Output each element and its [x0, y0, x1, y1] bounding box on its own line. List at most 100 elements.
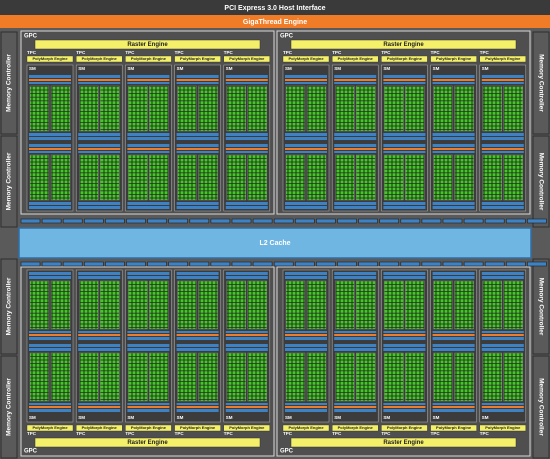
memory-controller	[0, 258, 18, 355]
polymorph-engine	[174, 55, 221, 63]
core-grid	[503, 352, 523, 402]
sm-bar	[383, 148, 426, 150]
sm-bar	[432, 331, 475, 333]
sm-bar	[285, 409, 327, 412]
sm-bar	[225, 133, 268, 136]
tpc-label: TPC	[224, 431, 234, 436]
bus-segment	[126, 218, 146, 224]
polymorph-engine-label: PolyMorph Engine	[387, 425, 423, 430]
sm-bar	[225, 82, 268, 84]
core-grid	[50, 85, 71, 132]
core-grid	[198, 280, 218, 330]
bus-segment	[379, 261, 400, 267]
sm-bar	[383, 409, 426, 412]
sm-bar	[383, 75, 426, 78]
raster-engine	[290, 39, 517, 50]
sm-bar	[176, 202, 219, 205]
bus-segment	[273, 261, 294, 267]
sm-bar	[176, 331, 219, 333]
sm-bar	[29, 79, 71, 81]
core-grid	[482, 85, 502, 132]
bus-segment	[527, 218, 547, 224]
sm-bar	[127, 334, 170, 336]
sm-label: SM	[285, 66, 292, 71]
bus-segment	[147, 261, 167, 267]
polymorph-engine-label: PolyMorph Engine	[229, 56, 265, 61]
memory-controller-label: Memory Controller	[537, 54, 544, 112]
core-grid	[149, 154, 169, 201]
sm-bar	[225, 137, 268, 140]
core-grid	[335, 85, 355, 132]
core-grid	[405, 85, 425, 132]
core-grid	[335, 154, 355, 201]
core-grid	[198, 352, 218, 402]
core-grid	[128, 280, 148, 330]
sm-bar	[78, 406, 121, 408]
sm-bar	[481, 403, 524, 405]
sm-bar	[225, 344, 268, 347]
sm-bar	[334, 151, 377, 153]
sm-bar	[127, 82, 170, 84]
sm-bar	[127, 133, 170, 136]
polymorph-engine	[75, 55, 123, 63]
sm-bar	[225, 337, 268, 340]
core-grid	[50, 352, 71, 402]
raster-engine-label: Raster Engine	[127, 42, 168, 48]
sm-bar	[127, 406, 170, 408]
sm-bar	[78, 75, 121, 78]
sm-bar	[285, 276, 327, 279]
polymorph-engine-label: PolyMorph Engine	[82, 56, 118, 61]
sm-label: SM	[334, 415, 341, 420]
bus-segment	[400, 261, 421, 267]
sm-bar	[383, 137, 426, 140]
sm-bar	[285, 133, 327, 136]
sm-bar	[78, 148, 121, 150]
sm-bar	[334, 206, 377, 209]
sm-bar	[29, 148, 71, 150]
bus-segment	[231, 218, 252, 224]
sm-label: SM	[226, 66, 233, 71]
sm-bar	[176, 75, 219, 78]
sm-bar	[432, 337, 475, 340]
sm-bar	[383, 344, 426, 347]
memory-controller-label: Memory Controller	[6, 378, 13, 436]
bus-segment	[189, 218, 210, 224]
polymorph-engine	[332, 55, 379, 63]
polymorph-engine-label: PolyMorph Engine	[485, 425, 521, 430]
bus-segment	[421, 218, 442, 224]
core-grid	[29, 280, 50, 330]
bus-segment	[252, 218, 273, 224]
core-grid	[128, 352, 148, 402]
sm-label: SM	[29, 66, 36, 71]
bus-segment	[463, 261, 484, 267]
tpc-label: TPC	[332, 431, 342, 436]
core-grid	[99, 280, 120, 330]
sm-bar	[225, 151, 268, 153]
sm-bar	[78, 344, 121, 347]
memory-controller	[532, 135, 550, 228]
memory-controller	[0, 135, 18, 228]
core-grid	[177, 154, 197, 201]
sm-bar	[334, 79, 377, 81]
raster-engine-label: Raster Engine	[383, 42, 424, 48]
sm-bar	[176, 144, 219, 147]
memory-controller-label: Memory Controller	[537, 378, 544, 436]
sm-bar	[432, 137, 475, 140]
core-grid	[247, 352, 268, 402]
sm-bar	[78, 334, 121, 336]
core-grid	[433, 352, 453, 402]
core-grid	[503, 154, 523, 201]
polymorph-engine	[75, 424, 123, 432]
core-grid	[29, 154, 50, 201]
sm-bar	[127, 148, 170, 150]
sm-bar	[127, 348, 170, 351]
sm-bar	[432, 406, 475, 408]
sm-bar	[127, 206, 170, 209]
tpc-label: TPC	[175, 431, 185, 436]
sm-label: SM	[433, 415, 440, 420]
tpc-label: TPC	[332, 50, 342, 55]
polymorph-engine-label: PolyMorph Engine	[288, 56, 324, 61]
sm-bar	[78, 133, 121, 136]
core-grid	[29, 85, 50, 132]
